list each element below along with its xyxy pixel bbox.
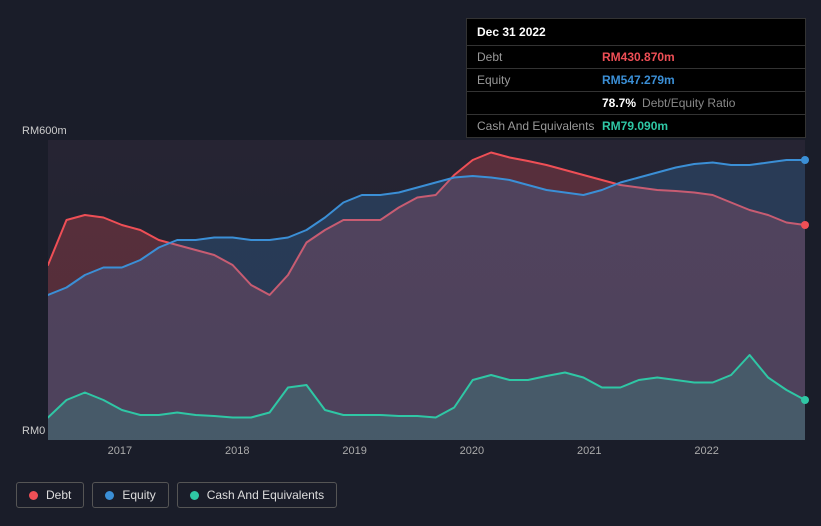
tooltip-date: Dec 31 2022 (467, 19, 805, 46)
chart-svg (48, 140, 805, 440)
legend-item-cash[interactable]: Cash And Equivalents (177, 482, 337, 508)
tooltip-row: DebtRM430.870m (467, 46, 805, 69)
series-end-marker (801, 221, 809, 229)
y-axis-label: RM0 (22, 425, 45, 437)
x-axis: 2017 2018 2019 2020 2021 2022 (48, 445, 805, 465)
tooltip-label (477, 96, 602, 110)
tooltip-label: Equity (477, 73, 602, 87)
legend-label: Debt (46, 488, 71, 502)
legend-label: Equity (122, 488, 155, 502)
x-axis-label: 2018 (225, 445, 249, 457)
legend-item-debt[interactable]: Debt (16, 482, 84, 508)
legend-swatch (29, 491, 38, 500)
legend-item-equity[interactable]: Equity (92, 482, 168, 508)
tooltip-label: Debt (477, 50, 602, 64)
tooltip-value: 78.7%Debt/Equity Ratio (602, 96, 735, 110)
x-axis-label: 2017 (108, 445, 132, 457)
x-axis-label: 2020 (460, 445, 484, 457)
tooltip-suffix: Debt/Equity Ratio (642, 96, 735, 110)
tooltip-value: RM547.279m (602, 73, 675, 87)
chart-plot (48, 140, 805, 440)
x-axis-label: 2019 (342, 445, 366, 457)
legend: Debt Equity Cash And Equivalents (16, 482, 337, 508)
tooltip-label: Cash And Equivalents (477, 119, 602, 133)
legend-swatch (105, 491, 114, 500)
tooltip-value: RM430.870m (602, 50, 675, 64)
tooltip-row: 78.7%Debt/Equity Ratio (467, 92, 805, 115)
tooltip-row: Cash And EquivalentsRM79.090m (467, 115, 805, 137)
chart-tooltip: Dec 31 2022DebtRM430.870mEquityRM547.279… (466, 18, 806, 138)
legend-label: Cash And Equivalents (207, 488, 324, 502)
tooltip-value: RM79.090m (602, 119, 668, 133)
series-end-marker (801, 396, 809, 404)
y-axis-label: RM600m (22, 125, 67, 137)
x-axis-label: 2022 (694, 445, 718, 457)
x-axis-label: 2021 (577, 445, 601, 457)
legend-swatch (190, 491, 199, 500)
series-end-marker (801, 156, 809, 164)
tooltip-row: EquityRM547.279m (467, 69, 805, 92)
